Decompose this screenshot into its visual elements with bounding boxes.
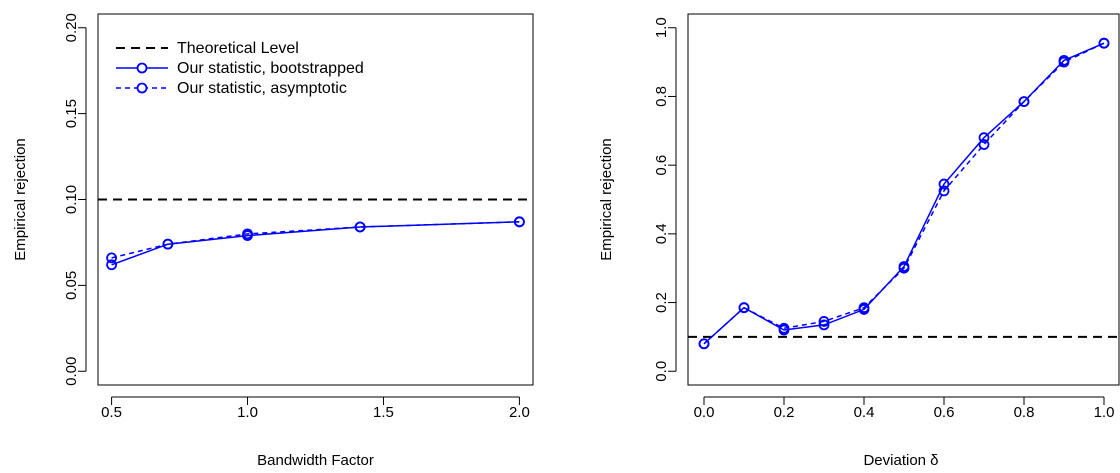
x-axis-title: Bandwidth Factor — [257, 452, 374, 469]
x-tick-label: 2.0 — [509, 404, 530, 421]
data-point — [938, 185, 950, 197]
x-tick-label: 1.5 — [373, 404, 394, 421]
data-point — [818, 319, 830, 331]
x-tick-label: 0.2 — [774, 404, 795, 421]
data-point — [242, 228, 253, 240]
chart-panel-1: 0.5 1.0 1.5 2.0 0.00 0.05 0.10 0.15 0.20 Bandwidt… — [12, 13, 534, 469]
data-point — [106, 252, 117, 264]
y-tick-label: 0.4 — [653, 223, 670, 244]
legend-label: Theoretical Level — [177, 40, 299, 57]
y-tick-label: 0.2 — [653, 292, 670, 313]
plot-frame — [687, 13, 1120, 386]
y-tick-label: 0.20 — [63, 13, 80, 42]
chart-panel-2: 0.0 0.2 0.4 0.6 0.8 1.0 0.0 0.2 0.4 0.6 0.8 1.0 Devi… — [598, 13, 1120, 469]
legend-label: Our statistic, bootstrapped — [177, 60, 364, 77]
data-point — [858, 302, 870, 314]
data-point — [698, 338, 710, 350]
series-line-asymptotic — [111, 221, 520, 259]
data-point — [514, 216, 525, 228]
y-tick-label: 0.8 — [653, 86, 670, 107]
x-tick-label: 0.6 — [934, 404, 955, 421]
data-point — [1018, 96, 1030, 107]
y-axis-title: Empirical rejection — [598, 138, 615, 261]
y-tick-label: 0.10 — [63, 185, 80, 214]
x-tick-label: 0.4 — [854, 404, 875, 421]
y-tick-label: 0.05 — [63, 271, 80, 300]
x-tick-label: 0.8 — [1014, 404, 1035, 421]
series-line-bootstrapped — [703, 42, 1105, 345]
x-tick-label: 0.0 — [694, 404, 715, 421]
legend-marker — [136, 62, 148, 74]
data-point — [778, 322, 790, 334]
series-line-asymptotic — [703, 42, 1105, 345]
x-tick-label: 1.0 — [237, 404, 258, 421]
data-point — [106, 259, 117, 271]
legend-marker — [136, 82, 148, 94]
data-point — [1058, 56, 1070, 68]
data-point — [354, 221, 366, 233]
x-tick-label: 0.5 — [101, 404, 122, 421]
y-axis-title: Empirical rejection — [12, 138, 29, 261]
legend-label: Our statistic, asymptotic — [177, 80, 347, 97]
data-point — [818, 316, 830, 327]
data-point — [978, 139, 990, 150]
y-tick-label: 0.0 — [653, 361, 670, 382]
data-point — [898, 262, 910, 274]
data-point — [938, 178, 950, 190]
y-tick-label: 1.0 — [653, 17, 670, 38]
y-tick-label: 0.15 — [63, 99, 80, 128]
x-tick-label: 1.0 — [1094, 404, 1115, 421]
series-line-bootstrapped — [111, 221, 520, 266]
data-point — [162, 238, 174, 250]
data-point — [1098, 37, 1110, 49]
data-point — [738, 302, 750, 314]
y-tick-label: 0.6 — [653, 155, 670, 176]
data-point — [978, 132, 990, 144]
x-axis-title: Deviation δ — [863, 452, 938, 469]
y-tick-label: 0.00 — [63, 357, 80, 386]
